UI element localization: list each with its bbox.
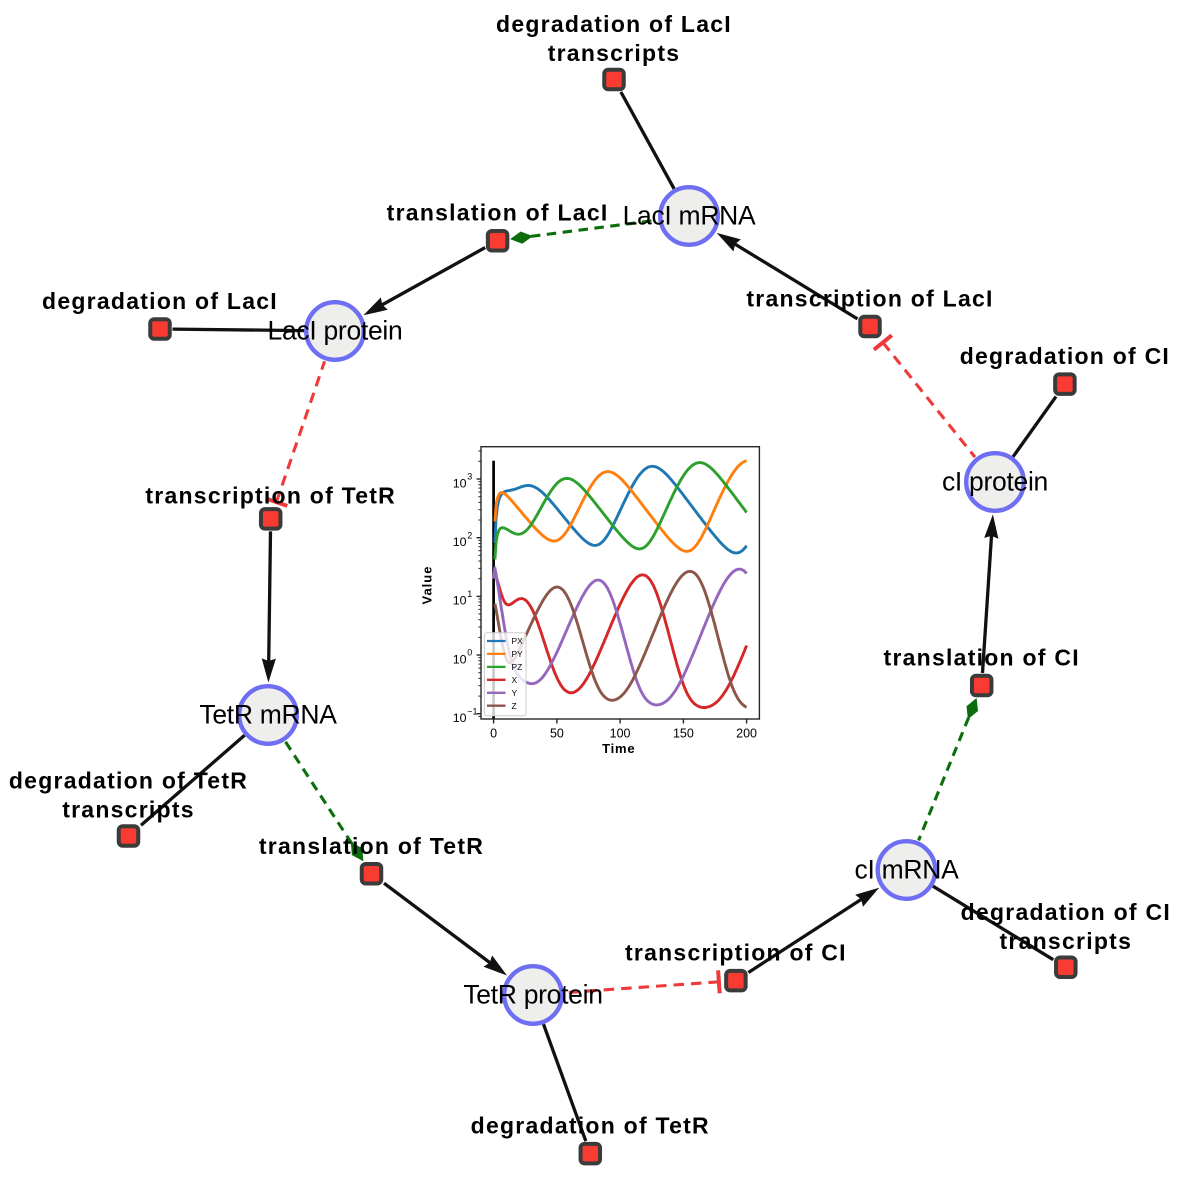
- svg-text:transcripts: transcripts: [548, 40, 681, 66]
- svg-text:10: 10: [453, 711, 467, 725]
- svg-text:10: 10: [453, 476, 467, 490]
- svg-text:degradation of LacI: degradation of LacI: [496, 11, 732, 37]
- svg-text:translation of CI: translation of CI: [884, 645, 1080, 671]
- svg-text:150: 150: [673, 727, 694, 741]
- svg-text:cI mRNA: cI mRNA: [855, 854, 960, 884]
- svg-text:PY: PY: [512, 649, 524, 659]
- svg-text:TetR protein: TetR protein: [463, 979, 602, 1009]
- svg-text:Value: Value: [420, 566, 435, 605]
- svg-text:Z: Z: [512, 701, 517, 711]
- svg-text:translation of TetR: translation of TetR: [259, 833, 484, 859]
- svg-text:0: 0: [467, 648, 472, 658]
- svg-text:200: 200: [736, 727, 757, 741]
- svg-text:1: 1: [467, 589, 472, 599]
- svg-text:degradation of CI: degradation of CI: [960, 343, 1170, 369]
- svg-text:transcripts: transcripts: [62, 797, 195, 823]
- svg-text:translation of LacI: translation of LacI: [387, 200, 609, 226]
- svg-text:transcription of LacI: transcription of LacI: [746, 286, 993, 312]
- svg-text:100: 100: [610, 727, 631, 741]
- svg-text:transcription of TetR: transcription of TetR: [145, 482, 396, 508]
- svg-text:2: 2: [467, 530, 472, 540]
- svg-text:degradation of TetR: degradation of TetR: [471, 1113, 710, 1139]
- svg-text:TetR mRNA: TetR mRNA: [199, 699, 337, 729]
- svg-text:Time: Time: [602, 741, 635, 756]
- svg-text:PX: PX: [512, 636, 524, 646]
- svg-text:cI protein: cI protein: [942, 466, 1048, 496]
- svg-text:10: 10: [453, 535, 467, 549]
- svg-text:transcripts: transcripts: [999, 928, 1132, 954]
- svg-text:−1: −1: [467, 706, 477, 716]
- svg-text:LacI mRNA: LacI mRNA: [623, 200, 756, 230]
- svg-text:PZ: PZ: [512, 662, 523, 672]
- svg-text:LacI protein: LacI protein: [268, 315, 403, 345]
- svg-text:50: 50: [550, 727, 564, 741]
- svg-text:Y: Y: [512, 688, 518, 698]
- svg-text:0: 0: [490, 727, 497, 741]
- svg-text:degradation of LacI: degradation of LacI: [42, 288, 278, 314]
- svg-text:degradation of CI: degradation of CI: [961, 899, 1171, 925]
- svg-text:3: 3: [467, 472, 472, 482]
- svg-text:X: X: [512, 675, 518, 685]
- svg-text:10: 10: [453, 652, 467, 666]
- svg-text:degradation of TetR: degradation of TetR: [9, 768, 248, 794]
- svg-text:10: 10: [453, 594, 467, 608]
- svg-text:transcription of CI: transcription of CI: [625, 940, 847, 966]
